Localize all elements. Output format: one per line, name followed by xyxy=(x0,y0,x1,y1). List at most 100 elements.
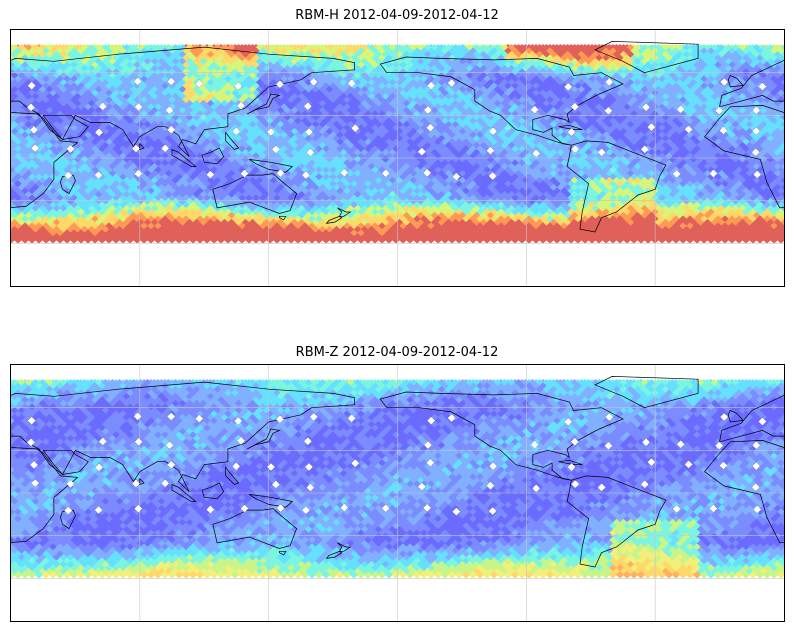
field-cell xyxy=(475,75,485,84)
field-cell xyxy=(164,71,173,80)
field-cell xyxy=(41,187,51,196)
field-cell xyxy=(696,190,705,199)
field-cell xyxy=(612,99,621,108)
field-cell xyxy=(629,110,639,119)
field-cell xyxy=(27,152,37,161)
field-cell xyxy=(633,99,642,108)
field-cell xyxy=(52,141,61,150)
field-cell xyxy=(48,54,58,63)
field-cell xyxy=(24,162,33,171)
field-cell xyxy=(591,148,600,157)
field-cell xyxy=(447,131,457,140)
field-cell xyxy=(213,78,222,87)
field-cell xyxy=(363,47,373,56)
field-cell xyxy=(164,64,173,73)
field-cell xyxy=(741,145,751,154)
field-cell xyxy=(374,85,383,94)
field-cell xyxy=(612,92,621,101)
field-cell xyxy=(521,85,530,94)
field-cell xyxy=(423,190,432,199)
field-cell xyxy=(286,180,296,189)
field-cell xyxy=(671,187,681,196)
field-cell xyxy=(412,96,422,105)
field-cell xyxy=(206,148,215,157)
field-cell xyxy=(181,117,191,126)
field-cell xyxy=(244,103,254,112)
field-cell xyxy=(734,187,744,196)
field-cell xyxy=(90,103,100,112)
field-cell xyxy=(416,50,425,59)
field-cell xyxy=(384,145,394,154)
field-cell xyxy=(405,54,415,63)
field-cell xyxy=(13,61,23,70)
field-cell xyxy=(367,85,376,94)
field-cell xyxy=(661,43,670,52)
field-cell xyxy=(248,141,257,150)
field-cell xyxy=(699,117,709,126)
field-cell xyxy=(31,162,40,171)
field-cell xyxy=(293,166,303,175)
field-cell xyxy=(108,71,117,80)
field-cell xyxy=(45,64,54,73)
field-cell xyxy=(559,117,569,126)
field-cell xyxy=(272,68,282,77)
field-cell xyxy=(580,61,590,70)
field-cell xyxy=(251,131,261,140)
field-cell xyxy=(496,61,506,70)
field-cell xyxy=(139,61,149,70)
field-cell xyxy=(391,180,401,189)
field-cell xyxy=(192,120,201,129)
field-cell xyxy=(622,187,632,196)
field-cell xyxy=(160,96,170,105)
field-cell xyxy=(153,117,163,126)
field-cell xyxy=(41,47,51,56)
field-cell xyxy=(692,82,702,91)
field-cell xyxy=(643,82,653,91)
field-cell xyxy=(759,71,768,80)
field-cell xyxy=(104,89,114,98)
field-cell xyxy=(55,166,65,175)
field-cell xyxy=(150,141,159,150)
field-cell xyxy=(622,103,632,112)
field-cell xyxy=(668,183,677,192)
field-cell xyxy=(626,43,635,52)
field-cell xyxy=(633,92,642,101)
field-cell xyxy=(517,96,527,105)
field-cell xyxy=(430,113,439,122)
field-cell xyxy=(181,194,191,203)
field-cell xyxy=(297,190,306,199)
field-cell xyxy=(160,103,170,112)
field-cell xyxy=(703,64,712,73)
field-cell xyxy=(664,47,674,56)
field-cell xyxy=(409,141,418,150)
field-cell xyxy=(269,85,278,94)
field-cell xyxy=(759,148,768,157)
field-cell xyxy=(517,82,527,91)
field-cell xyxy=(636,117,646,126)
field-cell xyxy=(500,78,509,87)
field-cell xyxy=(678,82,688,91)
field-cell xyxy=(538,96,548,105)
field-cell xyxy=(664,159,674,168)
field-cell xyxy=(52,92,61,101)
field-cell xyxy=(419,180,429,189)
field-cell xyxy=(178,92,187,101)
field-cell xyxy=(391,124,401,133)
field-cell xyxy=(493,71,502,80)
field-cell xyxy=(489,138,499,147)
field-cell xyxy=(605,190,614,199)
field-cell xyxy=(671,47,681,56)
field-cell xyxy=(108,57,117,66)
field-cell xyxy=(83,89,93,98)
field-cell xyxy=(38,106,47,115)
field-cell xyxy=(738,64,747,73)
field-cell xyxy=(738,169,747,178)
field-cell xyxy=(468,47,478,56)
field-cell xyxy=(346,148,355,157)
field-cell xyxy=(269,120,278,129)
field-cell xyxy=(311,141,320,150)
field-cell xyxy=(605,148,614,157)
field-cell xyxy=(426,138,436,147)
field-cell xyxy=(139,145,149,154)
field-cell xyxy=(122,57,131,66)
